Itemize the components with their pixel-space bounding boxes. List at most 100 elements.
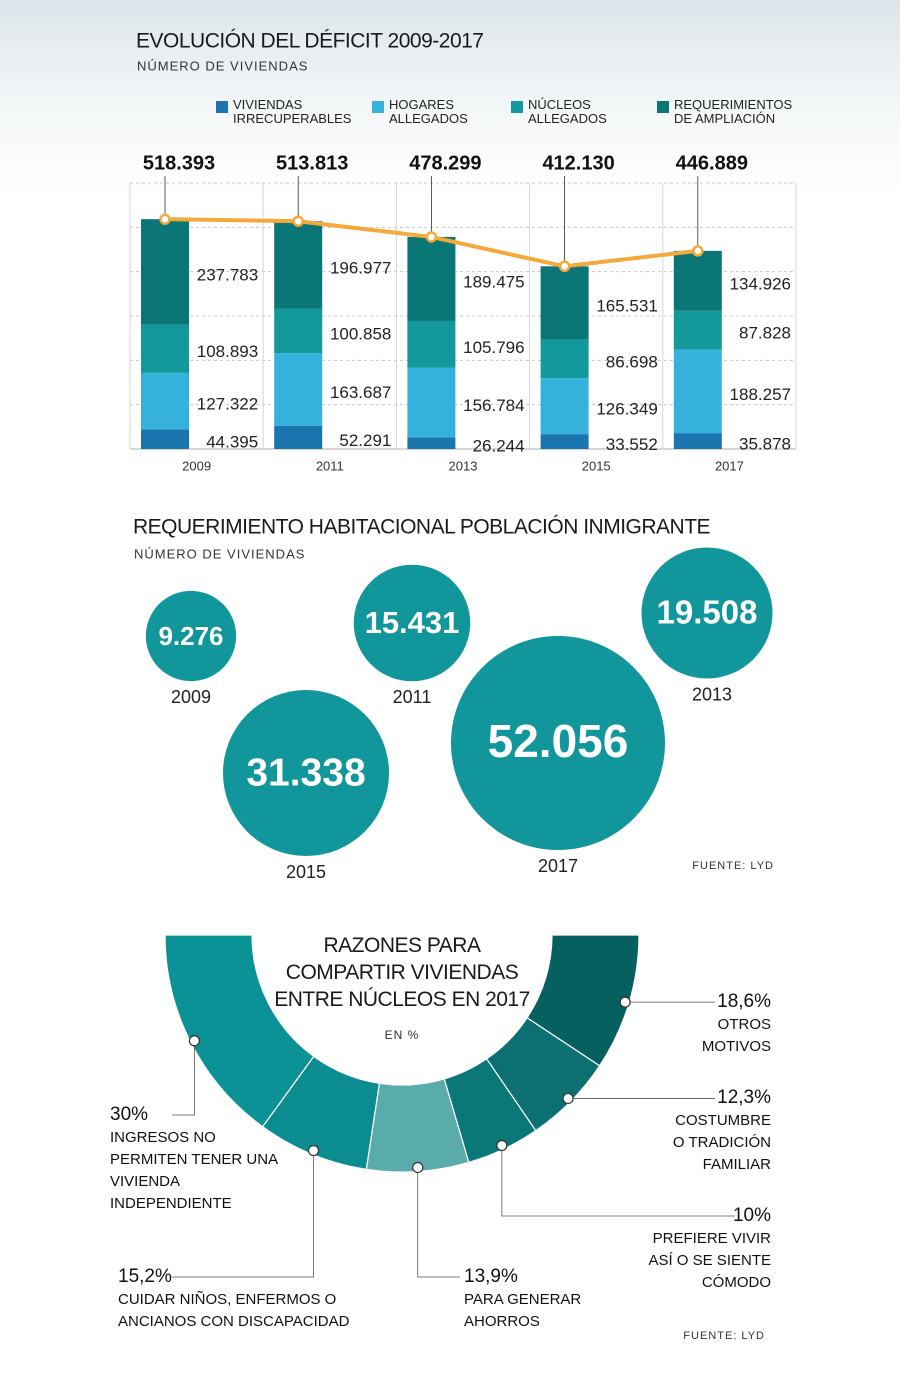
bar-segment bbox=[673, 250, 722, 311]
x-tick-label: 2011 bbox=[316, 458, 344, 473]
bar-segment bbox=[540, 434, 589, 449]
value-label: 108.893 bbox=[197, 342, 258, 361]
bar-segment bbox=[274, 353, 323, 426]
marker-dot bbox=[307, 1144, 320, 1157]
bar-segment bbox=[141, 219, 189, 325]
value-label: 163.687 bbox=[330, 383, 391, 402]
segment-category: CUIDAR NIÑOS, ENFERMOS O ANCIANOS CON DI… bbox=[118, 1291, 350, 1330]
segment-category: INGRESOS NO PERMITEN TENER UNA VIVIENDA … bbox=[110, 1129, 278, 1212]
value-label: 52.291 bbox=[339, 431, 391, 450]
value-label: 100.858 bbox=[330, 324, 391, 343]
total-point bbox=[692, 245, 704, 257]
value-label: 188.257 bbox=[730, 385, 791, 404]
total-label: 478.299 bbox=[409, 152, 481, 174]
leader-line bbox=[501, 1145, 735, 1217]
x-tick-label: 2013 bbox=[449, 458, 478, 473]
bubble-category: 2009 bbox=[171, 687, 211, 707]
legend-swatch bbox=[657, 101, 669, 113]
total-point bbox=[425, 231, 438, 243]
marker-dot bbox=[562, 1092, 574, 1105]
total-label: 518.393 bbox=[143, 152, 215, 174]
segment-category: PREFIERE VIVIR ASÍ O SE SIENTE CÓMODO bbox=[648, 1230, 771, 1291]
legend-label: VIVIENDAS IRRECUPERABLES bbox=[233, 97, 352, 126]
value-label: 44.395 bbox=[206, 433, 258, 452]
leader-line bbox=[172, 1150, 314, 1278]
bar-segment bbox=[407, 367, 456, 438]
bar-segment bbox=[274, 221, 323, 309]
bubble bbox=[451, 636, 665, 850]
bubble bbox=[145, 590, 237, 682]
x-tick-label: 2017 bbox=[715, 458, 744, 473]
value-label: 156.784 bbox=[463, 396, 524, 415]
bubble-category: 2013 bbox=[692, 684, 732, 704]
legend-swatch bbox=[216, 101, 228, 113]
value-label: 165.531 bbox=[596, 296, 657, 315]
bar-segment bbox=[673, 349, 722, 434]
value-label: 126.349 bbox=[596, 400, 657, 419]
segment-category: PARA GENERAR AHORROS bbox=[464, 1291, 582, 1330]
marker-dot bbox=[619, 996, 631, 1008]
chart-subtitle: EN % bbox=[384, 1028, 420, 1042]
value-label: 127.322 bbox=[197, 395, 258, 414]
chart-subtitle: NÚMERO DE VIVIENDAS bbox=[134, 546, 305, 561]
marker-dot bbox=[188, 1035, 200, 1047]
bar-segment bbox=[274, 425, 323, 449]
legend-label: REQUERIMIENTOS DE AMPLIACIÓN bbox=[674, 97, 793, 126]
x-tick-label: 2015 bbox=[582, 458, 611, 473]
total-point bbox=[292, 215, 304, 227]
bar-segment bbox=[407, 320, 456, 368]
legend-swatch bbox=[372, 101, 384, 113]
value-label: 105.796 bbox=[463, 338, 524, 357]
marker-dot bbox=[496, 1139, 508, 1152]
chart-title: REQUERIMIENTO HABITACIONAL POBLACIÓN INM… bbox=[133, 516, 711, 539]
legend-swatch bbox=[511, 101, 523, 113]
chart-subtitle: NÚMERO DE VIVIENDAS bbox=[137, 58, 308, 73]
bubble-label: 9.276 bbox=[158, 621, 223, 651]
x-tick-label: 2009 bbox=[182, 458, 211, 473]
chart-title: EVOLUCIÓN DEL DÉFICIT 2009-2017 bbox=[136, 30, 483, 53]
bar-segment bbox=[274, 308, 323, 354]
total-point bbox=[558, 260, 571, 273]
bubble bbox=[222, 689, 390, 857]
source: FUENTE: LYD bbox=[683, 1330, 765, 1342]
bubble-label: 15.431 bbox=[365, 605, 460, 640]
bubble bbox=[641, 547, 773, 679]
value-label: 189.475 bbox=[463, 272, 524, 291]
bubble-label: 31.338 bbox=[246, 751, 365, 794]
chart-title: RAZONES PARA COMPARTIR VIVIENDAS ENTRE N… bbox=[274, 934, 530, 1011]
bubble-category: 2015 bbox=[286, 862, 326, 882]
value-label: 33.552 bbox=[606, 435, 658, 454]
bubble-label: 52.056 bbox=[488, 715, 629, 767]
value-label: 35.878 bbox=[739, 435, 791, 454]
bar-segment bbox=[141, 429, 189, 449]
bar-segment bbox=[141, 372, 189, 430]
bubble-category: 2017 bbox=[538, 856, 578, 876]
legend-label: NÚCLEOS ALLEGADOS bbox=[528, 97, 607, 126]
bar-segment bbox=[540, 266, 589, 340]
bubble-category: 2011 bbox=[393, 687, 432, 707]
bar-segment bbox=[407, 236, 456, 321]
bar-segment bbox=[540, 339, 589, 379]
value-label: 86.698 bbox=[606, 352, 658, 371]
total-point bbox=[159, 213, 171, 225]
segment-category: OTROS MOTIVOS bbox=[701, 1016, 771, 1056]
total-label: 513.813 bbox=[276, 152, 348, 174]
segment-value: 30% bbox=[110, 1104, 149, 1125]
total-label: 412.130 bbox=[542, 152, 614, 174]
legend-label: HOGARES ALLEGADOS bbox=[389, 97, 468, 126]
bubble-label: 19.508 bbox=[657, 594, 758, 631]
segment-value: 12,3% bbox=[717, 1087, 771, 1109]
bubble bbox=[353, 564, 471, 682]
bar-segment bbox=[540, 378, 589, 435]
value-label: 237.783 bbox=[197, 265, 258, 284]
value-label: 134.926 bbox=[730, 274, 791, 293]
marker-dot bbox=[412, 1161, 424, 1174]
value-label: 196.977 bbox=[330, 258, 391, 277]
segment-value: 15,2% bbox=[118, 1266, 172, 1287]
value-label: 26.244 bbox=[473, 437, 525, 456]
value-label: 87.828 bbox=[739, 324, 791, 343]
source: FUENTE: LYD bbox=[692, 860, 774, 872]
segment-value: 10% bbox=[732, 1205, 771, 1226]
